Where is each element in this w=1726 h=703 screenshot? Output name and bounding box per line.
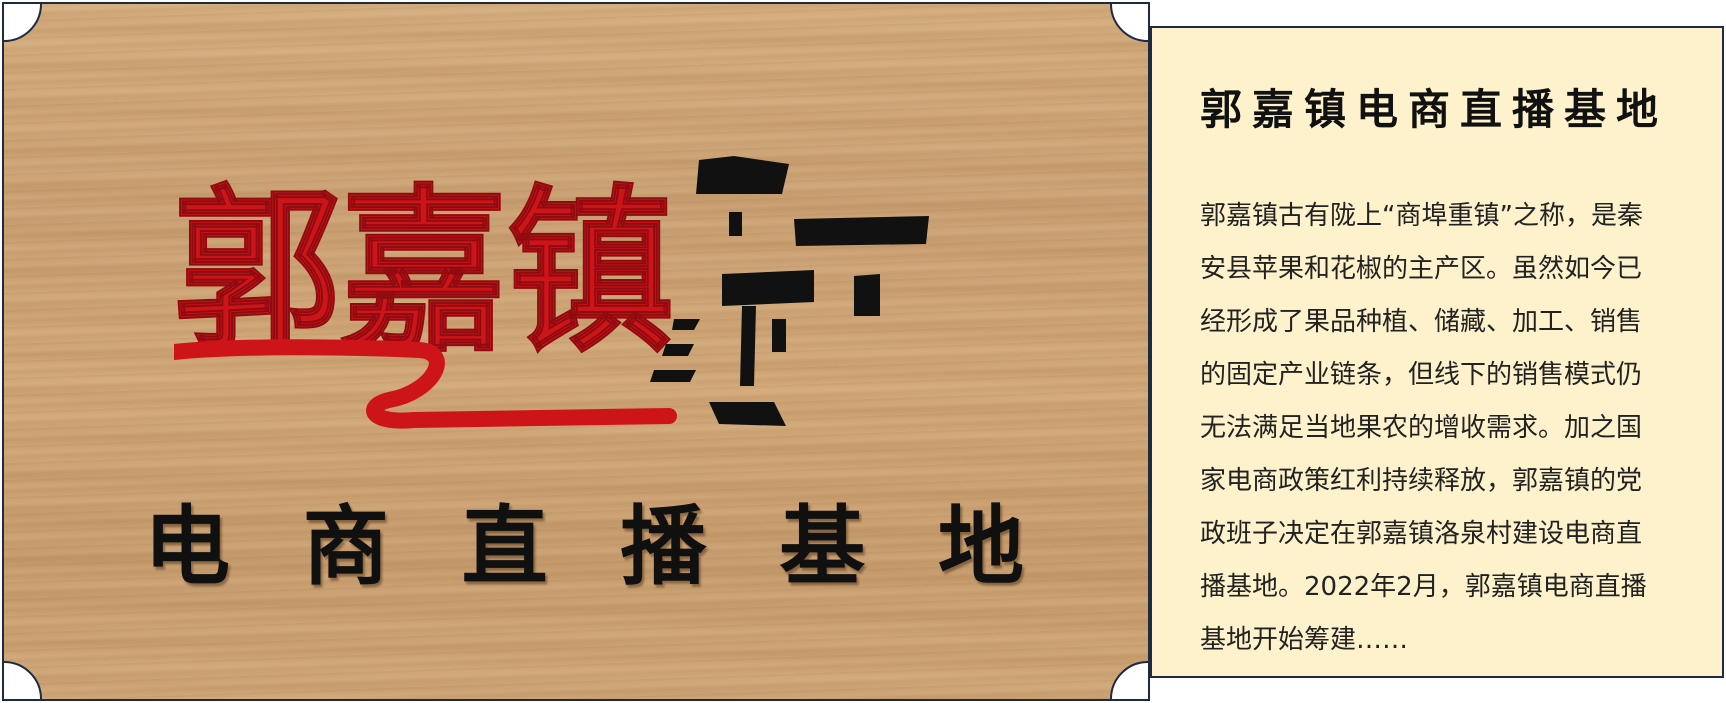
sign-subtitle-char: 地	[937, 497, 1024, 597]
corner-notch	[1110, 661, 1148, 699]
body-line: 政班子决定在郭嘉镇洛泉村建设电商直	[1200, 519, 1643, 549]
body-line: 家电商政策红利持续释放，郭嘉镇的党	[1200, 466, 1643, 496]
body-line: 无法满足当地果农的增收需求。加之国	[1200, 413, 1643, 443]
sign-subtitle-char: 电	[144, 497, 230, 597]
sign-subtitle-char: 商	[302, 497, 389, 597]
body-line: 的固定产业链条，但线下的销售模式仍	[1200, 360, 1643, 390]
card-body: 郭嘉镇古有陇上“商埠重镇”之称，是秦 安县苹果和花椒的主产区。虽然如今已 经形成…	[1200, 190, 1704, 667]
sign-subtitle-char: 基	[779, 497, 866, 597]
info-card: 郭嘉镇电商直播基地 郭嘉镇古有陇上“商埠重镇”之称，是秦 安县苹果和花椒的主产区…	[1150, 26, 1724, 678]
corner-notch	[4, 4, 42, 42]
logo-black-motif	[650, 156, 929, 426]
body-line: 播基地。2022年2月，郭嘉镇电商直播	[1200, 572, 1647, 602]
guojia-town-logo: 郭嘉镇	[174, 156, 929, 429]
wooden-sign-photo: 郭嘉镇 电 商 直 播 基 地	[2, 2, 1150, 701]
corner-notch	[1110, 4, 1148, 42]
body-line: 安县苹果和花椒的主产区。虽然如今已	[1200, 254, 1643, 284]
corner-notch	[4, 661, 42, 699]
logo-underline-stroke	[174, 339, 677, 429]
card-title: 郭嘉镇电商直播基地	[1200, 85, 1669, 134]
sign-subtitle: 电 商 直 播 基 地	[144, 504, 1024, 590]
body-line: 经形成了果品种植、储藏、加工、销售	[1200, 307, 1643, 337]
body-line: 基地开始筹建……	[1200, 625, 1409, 655]
sign-subtitle-char: 直	[461, 497, 548, 597]
sign-subtitle-char: 播	[620, 497, 707, 597]
body-line: 郭嘉镇古有陇上“商埠重镇”之称，是秦	[1200, 201, 1643, 231]
